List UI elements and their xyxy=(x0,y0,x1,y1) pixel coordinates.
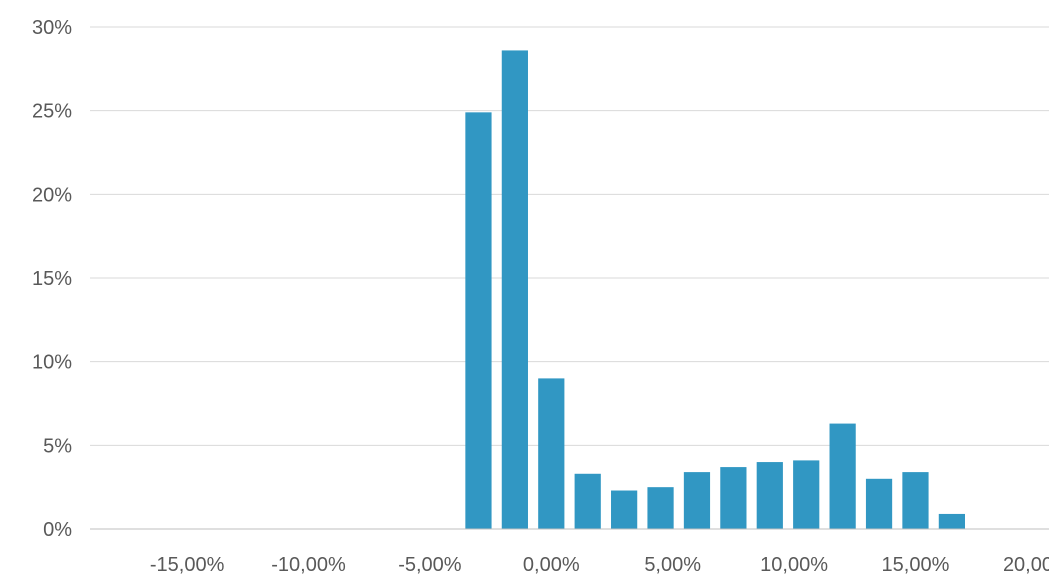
bar xyxy=(829,423,856,529)
x-tick-label: -10,00% xyxy=(271,554,346,576)
x-tick-label: -5,00% xyxy=(398,554,462,576)
bar xyxy=(538,378,565,529)
y-tick-label: 20% xyxy=(32,184,72,206)
gridlines xyxy=(90,26,1049,446)
y-tick-label: 25% xyxy=(32,101,72,123)
bar xyxy=(865,478,893,529)
x-tick-label: 0,00% xyxy=(523,554,580,576)
bar xyxy=(647,487,674,529)
bar xyxy=(611,490,638,529)
bar xyxy=(720,467,747,529)
y-tick-label: 30% xyxy=(32,17,72,39)
x-tick-label: 20,00% xyxy=(1003,554,1049,576)
bar xyxy=(938,513,965,529)
bar xyxy=(465,112,492,529)
y-tick-label: 5% xyxy=(43,435,72,457)
y-tick-label: 10% xyxy=(32,352,72,374)
x-tick-label: 5,00% xyxy=(644,554,701,576)
bar xyxy=(501,50,528,529)
bar xyxy=(902,472,929,529)
x-axis-tick-labels: -15,00% -10,00% -5,00% 0,00% 5,00% 10,00% 15,0… xyxy=(150,554,1049,576)
y-tick-label: 0% xyxy=(43,519,72,541)
bar xyxy=(756,462,783,529)
x-tick-label: 15,00% xyxy=(882,554,950,576)
bar xyxy=(793,460,820,529)
x-tick-label: -15,00% xyxy=(150,554,225,576)
bar xyxy=(574,473,601,529)
bar xyxy=(683,472,711,529)
y-tick-label: 15% xyxy=(32,268,72,290)
bars xyxy=(465,50,965,529)
x-tick-label: 10,00% xyxy=(760,554,828,576)
y-axis-tick-labels: 0% 5% 10% 15% 20% 25% 30% xyxy=(32,17,72,541)
